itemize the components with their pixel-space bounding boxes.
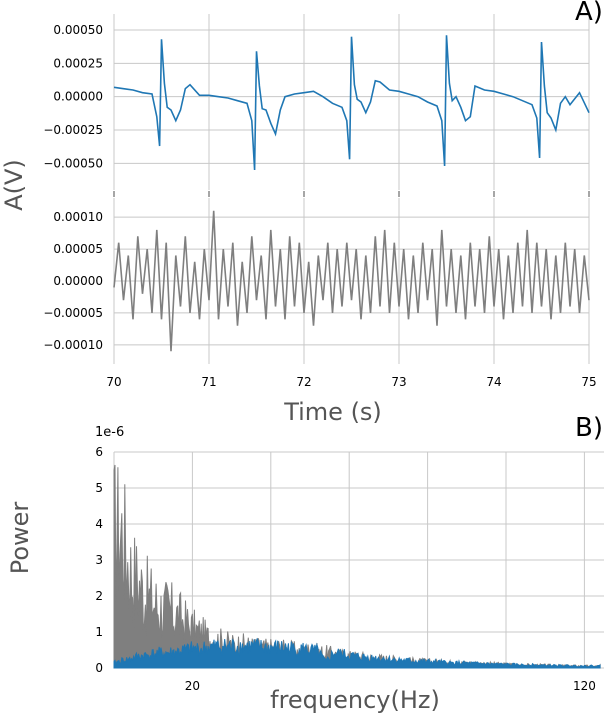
panel-a-top-y-tick-label-4: −0.00050 <box>43 156 103 170</box>
panel-a-ylabel: A(V) <box>0 159 28 211</box>
panel-a-x-tick-label-0: 70 <box>106 375 121 389</box>
panel-b-y-tick-label-2: 2 <box>95 589 103 603</box>
panel-a-top-y-tick-label-3: −0.00025 <box>43 123 103 137</box>
panel-b-label: B) <box>575 413 603 443</box>
panel-a-bottom-grid <box>113 198 590 364</box>
panel-b-y-tick-label-5: 5 <box>95 481 103 495</box>
panel-b: 0 1 2 3 4 5 6 20 120 1e-6 B) Power frequency(Hz… <box>6 413 604 714</box>
panel-a: 0.00050 0.00025 0.00000 −0.00025 −0.00050 0.… <box>0 0 603 426</box>
panel-a-x-tick-label-2: 72 <box>296 375 311 389</box>
panel-a-x-tick-label-5: 75 <box>581 375 596 389</box>
panel-a-top-y-ticks: 0.00050 0.00025 0.00000 −0.00025 −0.00050 <box>43 23 103 170</box>
panel-b-y-tick-label-0: 0 <box>95 661 103 675</box>
panel-a-x-tick-label-4: 74 <box>486 375 501 389</box>
panel-a-bottom-series-line <box>113 210 590 352</box>
panel-b-ylabel: Power <box>6 502 34 575</box>
panel-b-blue-spectrum <box>113 637 601 669</box>
panel-b-x-ticks: 20 120 <box>185 679 596 693</box>
panel-a-bottom-y-tick-label-4: −0.00010 <box>43 338 103 352</box>
panel-a-xlabel: Time (s) <box>283 398 382 426</box>
panel-b-y-tick-label-1: 1 <box>95 625 103 639</box>
panel-a-top-grid <box>113 14 590 190</box>
panel-b-gray-spectrum <box>113 464 601 669</box>
panel-b-xlabel: frequency(Hz) <box>270 686 440 714</box>
panel-b-y-tick-label-4: 4 <box>95 517 103 531</box>
panel-a-top-series-line <box>113 35 590 171</box>
panel-a-x-tick-label-1: 71 <box>201 375 216 389</box>
panel-a-bottom-y-tick-label-3: −0.00005 <box>43 306 103 320</box>
panel-a-top-y-tick-label-0: 0.00050 <box>53 23 103 37</box>
panel-a-x-ticks: 70 71 72 73 74 75 <box>106 191 597 389</box>
panel-b-y-tick-label-6: 6 <box>95 445 103 459</box>
panel-a-bottom-y-tick-label-2: 0.00000 <box>53 274 103 288</box>
panel-a-bottom-y-tick-label-0: 0.00010 <box>53 210 103 224</box>
panel-b-x-tick-label-1: 120 <box>573 679 596 693</box>
panel-b-x-tick-label-0: 20 <box>185 679 200 693</box>
panel-a-bottom-y-tick-label-1: 0.00005 <box>53 242 103 256</box>
panel-b-scale-label: 1e-6 <box>95 425 124 440</box>
panel-a-label: A) <box>575 0 603 27</box>
panel-a-x-tick-label-3: 73 <box>391 375 406 389</box>
panel-a-top-y-tick-label-2: 0.00000 <box>53 90 103 104</box>
panel-b-y-ticks: 0 1 2 3 4 5 6 <box>95 445 103 675</box>
panel-a-bottom-y-ticks: 0.00010 0.00005 0.00000 −0.00005 −0.00010 <box>43 210 103 352</box>
panel-b-y-tick-label-3: 3 <box>95 553 103 567</box>
panel-a-top-y-tick-label-1: 0.00025 <box>53 56 103 70</box>
